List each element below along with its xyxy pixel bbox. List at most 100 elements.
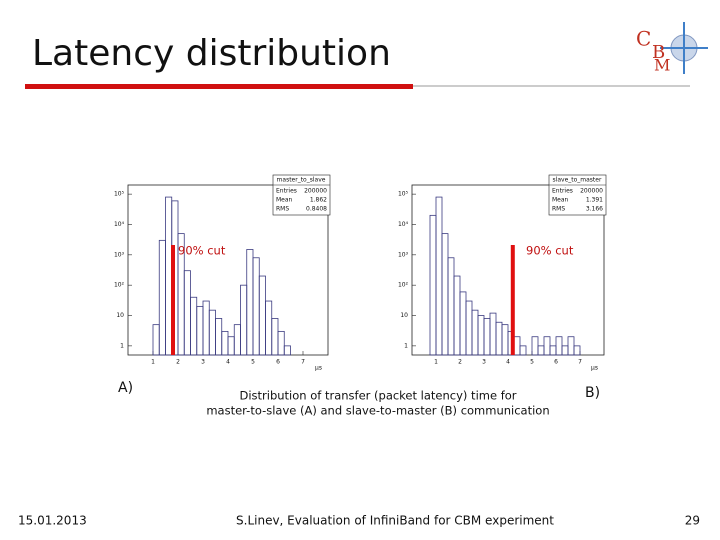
histogram-bin bbox=[190, 296, 198, 356]
histogram-bin bbox=[549, 345, 557, 356]
histogram-bin bbox=[483, 318, 491, 356]
footer-date: 15.01.2013 bbox=[18, 514, 87, 528]
x-tick-label: 5 bbox=[251, 359, 255, 366]
histogram-bin bbox=[435, 196, 443, 356]
histogram-bin bbox=[183, 270, 191, 356]
histogram-bin bbox=[283, 345, 291, 356]
x-tick-label: 5 bbox=[530, 359, 534, 366]
x-tick-label: 6 bbox=[554, 359, 558, 366]
stats-box bbox=[272, 174, 331, 216]
histogram-bin bbox=[531, 336, 539, 356]
x-tick-label: 4 bbox=[226, 359, 230, 366]
histogram-bin bbox=[441, 233, 449, 356]
histogram-bin bbox=[258, 275, 266, 356]
caption: Distribution of transfer (packet latency… bbox=[239, 389, 516, 403]
stats-label: RMS bbox=[276, 206, 289, 213]
histogram-bin bbox=[271, 318, 279, 356]
cut-label: 90% cut bbox=[178, 244, 226, 258]
histogram-bin bbox=[165, 196, 173, 356]
histogram-bin bbox=[240, 284, 248, 356]
stats-value: 1.391 bbox=[586, 197, 603, 204]
stats-box bbox=[548, 174, 607, 216]
histogram-bin bbox=[208, 309, 216, 356]
histogram-bin bbox=[555, 336, 563, 356]
y-tick-label: 10 bbox=[116, 312, 124, 319]
histogram-bin bbox=[471, 309, 479, 356]
panel-label: A) bbox=[118, 380, 133, 396]
histogram-bin bbox=[202, 300, 210, 356]
stats-label: Entries bbox=[552, 188, 573, 195]
histogram-bin bbox=[573, 345, 581, 356]
stats-value: 200000 bbox=[580, 188, 603, 195]
stats-value: 3.166 bbox=[586, 206, 603, 213]
x-tick-label: 3 bbox=[482, 359, 486, 366]
stats-label: Entries bbox=[276, 188, 297, 195]
histogram-bin bbox=[233, 324, 241, 356]
histogram-bin bbox=[215, 318, 223, 356]
x-tick-label: 1 bbox=[151, 359, 155, 366]
x-axis-label: μs bbox=[315, 365, 322, 372]
stats-value: 0.8408 bbox=[306, 206, 327, 213]
stats-title: master_to_slave bbox=[277, 177, 326, 184]
logo-letter: M bbox=[654, 56, 670, 75]
histogram-bin bbox=[537, 345, 545, 356]
histogram-bin bbox=[567, 336, 575, 356]
histogram-bin bbox=[465, 300, 473, 356]
histogram-bin bbox=[447, 257, 455, 356]
x-tick-label: 6 bbox=[276, 359, 280, 366]
histogram-bin bbox=[561, 345, 569, 356]
x-tick-label: 2 bbox=[176, 359, 180, 366]
slide-title: Latency distribution bbox=[32, 33, 391, 74]
x-axis-label: μs bbox=[591, 365, 598, 372]
x-tick-label: 4 bbox=[506, 359, 510, 366]
histogram-bin bbox=[513, 336, 521, 356]
page-number: 29 bbox=[685, 514, 700, 528]
histogram-bin bbox=[265, 300, 273, 356]
histogram-panel: 1 10 10² 10³ 10⁴ 10⁵ 1 2 3 4 5 6 7 μs 90% cut master_to… bbox=[114, 174, 331, 372]
histogram-bin bbox=[429, 214, 437, 356]
histogram-bin bbox=[453, 275, 461, 356]
y-tick-label: 1 bbox=[120, 342, 124, 349]
histogram-bin bbox=[152, 324, 160, 356]
stats-title: slave_to_master bbox=[553, 177, 602, 184]
histogram-bin bbox=[221, 330, 229, 356]
panel-label: B) bbox=[585, 385, 600, 401]
x-tick-label: 3 bbox=[201, 359, 205, 366]
x-tick-label: 1 bbox=[434, 359, 438, 366]
histogram-bin bbox=[277, 330, 285, 356]
y-tick-label: 10² bbox=[398, 282, 409, 289]
logo-letter: C bbox=[636, 27, 651, 51]
x-tick-label: 2 bbox=[458, 359, 462, 366]
histogram-bin bbox=[459, 291, 467, 356]
y-tick-label: 1 bbox=[404, 342, 408, 349]
y-tick-label: 10⁴ bbox=[398, 221, 409, 228]
histogram-panel: 1 10 10² 10³ 10⁴ 10⁵ 1 2 3 4 5 6 7 μs 90% cut slave_to_… bbox=[398, 174, 607, 372]
title-rule bbox=[25, 84, 413, 89]
stats-value: 1.862 bbox=[310, 197, 327, 204]
histogram-bin bbox=[227, 336, 235, 356]
logo-letter: B bbox=[652, 42, 665, 63]
stats-value: 200000 bbox=[304, 188, 327, 195]
histogram-bin bbox=[519, 345, 527, 356]
histogram-bin bbox=[543, 336, 551, 356]
histogram-bin bbox=[246, 249, 254, 356]
x-tick-label: 7 bbox=[578, 359, 582, 366]
y-tick-label: 10³ bbox=[114, 251, 125, 258]
y-tick-label: 10 bbox=[400, 312, 408, 319]
y-tick-label: 10⁵ bbox=[114, 191, 125, 198]
logo: C B M bbox=[636, 22, 708, 75]
histogram-bin bbox=[495, 321, 503, 356]
y-tick-label: 10⁵ bbox=[398, 191, 409, 198]
histogram-bin bbox=[501, 324, 509, 356]
y-tick-label: 10² bbox=[114, 282, 125, 289]
histogram-bin bbox=[477, 315, 485, 356]
stats-label: Mean bbox=[276, 197, 293, 204]
stats-label: Mean bbox=[552, 197, 569, 204]
y-tick-label: 10³ bbox=[398, 251, 409, 258]
footer-center: S.Linev, Evaluation of InfiniBand for CB… bbox=[236, 514, 554, 528]
histogram-bin bbox=[196, 305, 204, 356]
histogram-bin bbox=[489, 312, 497, 356]
caption: master-to-slave (A) and slave-to-master … bbox=[206, 404, 549, 418]
x-tick-label: 7 bbox=[301, 359, 305, 366]
